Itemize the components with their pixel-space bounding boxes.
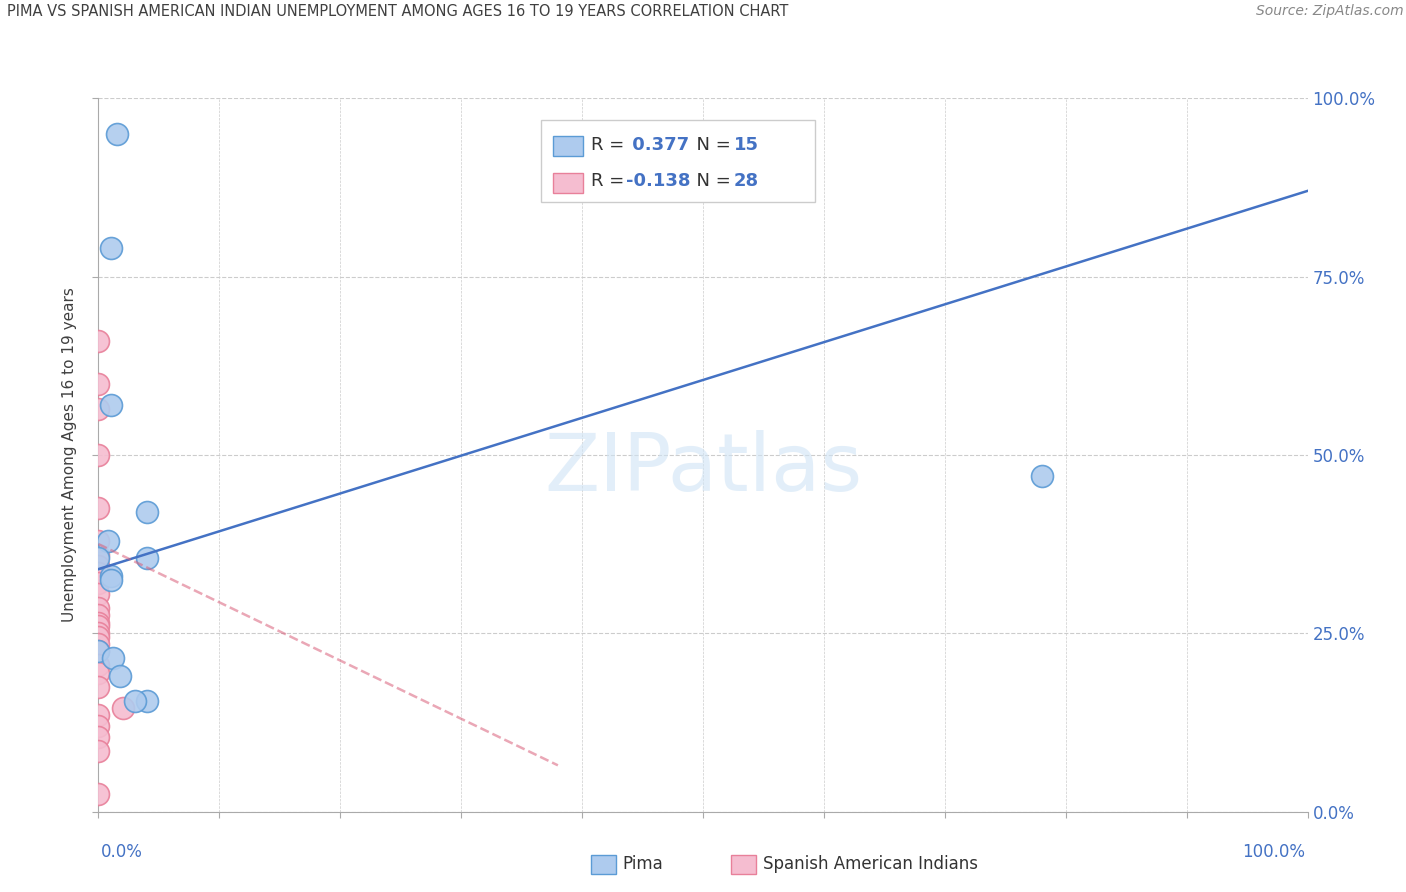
Point [87, 730, 110, 744]
Point [108, 669, 131, 683]
Text: Source: ZipAtlas.com: Source: ZipAtlas.com [1256, 4, 1403, 19]
Point [87, 448, 110, 462]
Text: 0.377: 0.377 [626, 136, 689, 153]
Text: 15: 15 [734, 136, 759, 153]
Text: Spanish American Indians: Spanish American Indians [763, 855, 979, 873]
Point [87, 501, 110, 516]
Point [87, 615, 110, 630]
Point [87, 566, 110, 580]
Point [135, 505, 157, 519]
Point [87, 576, 110, 591]
Text: 28: 28 [734, 172, 759, 190]
Point [87, 630, 110, 644]
Text: ZIPatlas: ZIPatlas [544, 430, 862, 508]
Point [105, 127, 128, 141]
Point [111, 701, 134, 715]
Point [87, 637, 110, 651]
Point [97, 533, 120, 548]
Point [87, 644, 110, 658]
Point [100, 398, 122, 412]
Point [1031, 469, 1053, 483]
Point [87, 658, 110, 673]
Point [87, 665, 110, 680]
Point [87, 744, 110, 758]
Point [87, 558, 110, 573]
Text: 100.0%: 100.0% [1241, 843, 1305, 861]
Text: R =: R = [591, 172, 630, 190]
Point [100, 569, 122, 583]
Text: N =: N = [685, 136, 737, 153]
Point [87, 708, 110, 723]
Point [87, 719, 110, 733]
Point [100, 241, 122, 255]
Point [87, 533, 110, 548]
Text: Pima: Pima [623, 855, 664, 873]
Point [87, 626, 110, 640]
Point [135, 694, 157, 708]
Point [87, 401, 110, 416]
Point [101, 651, 124, 665]
Text: N =: N = [685, 172, 737, 190]
Point [135, 551, 157, 566]
Text: -0.138: -0.138 [626, 172, 690, 190]
Text: 0.0%: 0.0% [101, 843, 143, 861]
Point [87, 601, 110, 615]
Point [100, 573, 122, 587]
Point [87, 644, 110, 658]
Point [87, 587, 110, 601]
Y-axis label: Unemployment Among Ages 16 to 19 years: Unemployment Among Ages 16 to 19 years [62, 287, 77, 623]
Point [87, 548, 110, 562]
Point [87, 376, 110, 391]
Text: R =: R = [591, 136, 630, 153]
Point [87, 551, 110, 566]
Point [124, 694, 146, 708]
Point [87, 619, 110, 633]
Point [87, 608, 110, 623]
Point [87, 787, 110, 801]
Text: PIMA VS SPANISH AMERICAN INDIAN UNEMPLOYMENT AMONG AGES 16 TO 19 YEARS CORRELATI: PIMA VS SPANISH AMERICAN INDIAN UNEMPLOY… [7, 4, 789, 20]
Point [87, 334, 110, 348]
Point [87, 680, 110, 694]
